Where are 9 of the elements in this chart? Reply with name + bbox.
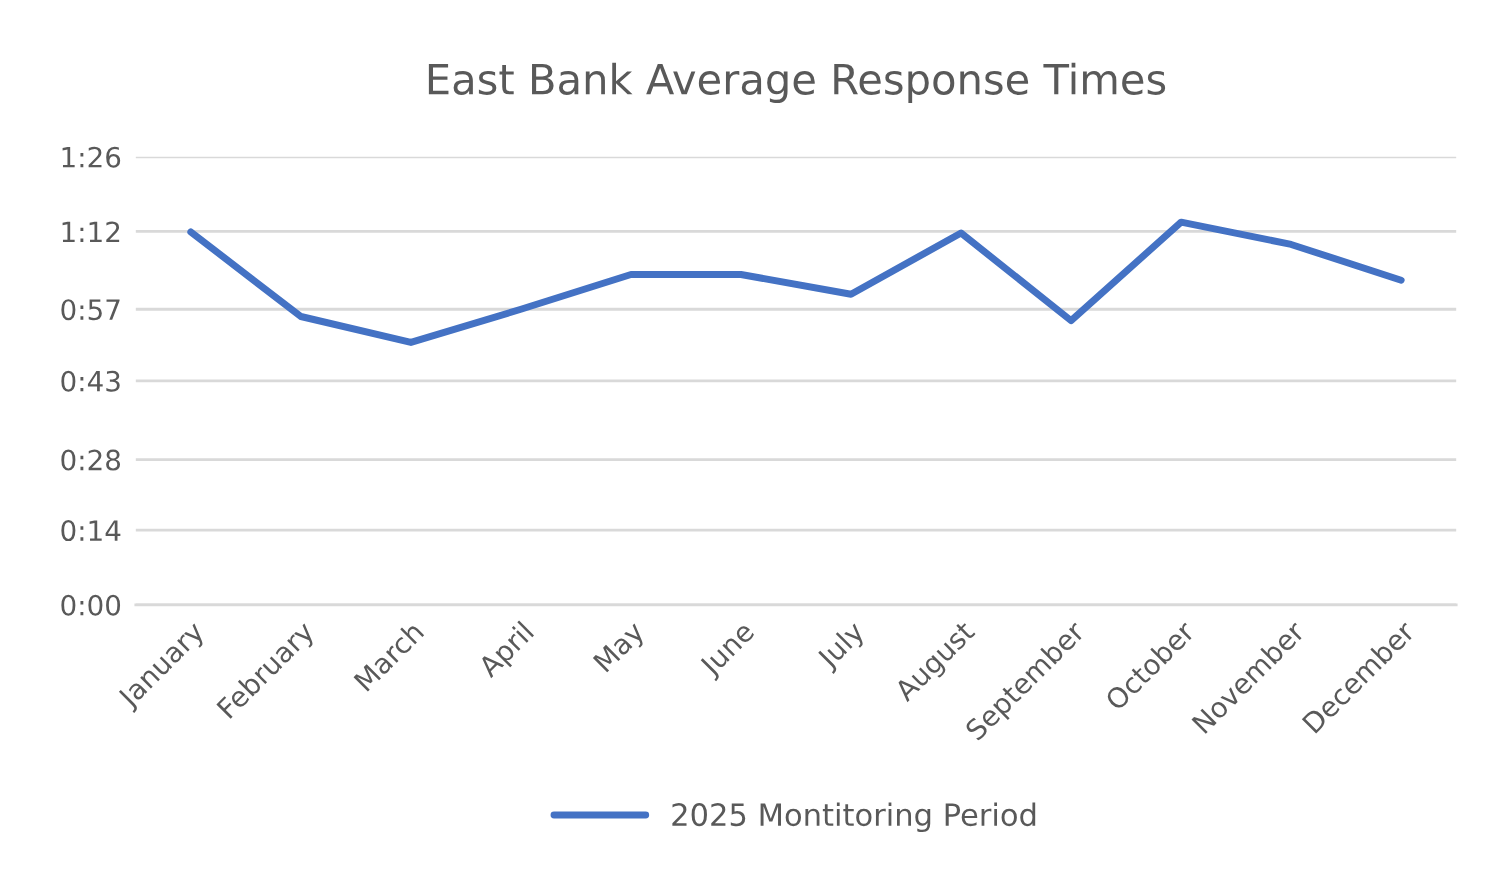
y-tick-label: 0:43 bbox=[61, 370, 120, 392]
y-tick-label: 0:28 bbox=[61, 449, 121, 471]
y-tick-label: 1:12 bbox=[62, 221, 120, 243]
chart-title: East Bank Average Response Times bbox=[428, 62, 1166, 103]
y-tick-label: 0:00 bbox=[61, 594, 121, 616]
legend-label: 2025 Montitoring Period bbox=[672, 802, 1036, 833]
y-tick-label: 1:26 bbox=[62, 146, 121, 168]
y-tick-label: 0:14 bbox=[61, 520, 121, 542]
y-tick-label: 0:57 bbox=[61, 299, 120, 321]
